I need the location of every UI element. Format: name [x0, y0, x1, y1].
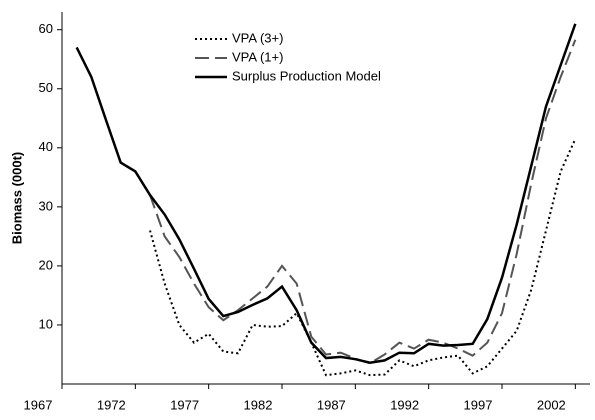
x-tick-label: 2002 [537, 397, 566, 412]
legend-label: VPA (1+) [232, 49, 283, 64]
x-tick-label: 1967 [24, 397, 53, 412]
series-line [149, 138, 577, 377]
x-tick-label: 1977 [170, 397, 199, 412]
series-line [149, 39, 577, 365]
legend-label: VPA (3+) [232, 30, 283, 45]
y-tick-label: 50 [39, 80, 53, 95]
y-tick-label: 40 [39, 139, 53, 154]
series-line [75, 23, 577, 365]
y-tick-label: 10 [39, 316, 53, 331]
x-tick-label: 1982 [244, 397, 273, 412]
x-tick-label: 1997 [464, 397, 493, 412]
y-tick-label: 30 [39, 198, 53, 213]
x-tick-label: 1987 [317, 397, 346, 412]
x-tick-label: 1992 [390, 397, 419, 412]
x-tick-label: 1972 [97, 397, 126, 412]
y-axis-title: Biomass (000t) [9, 152, 24, 244]
y-tick-label: 20 [39, 257, 53, 272]
y-tick-label: 60 [39, 21, 53, 36]
legend-label: Surplus Production Model [232, 68, 381, 83]
